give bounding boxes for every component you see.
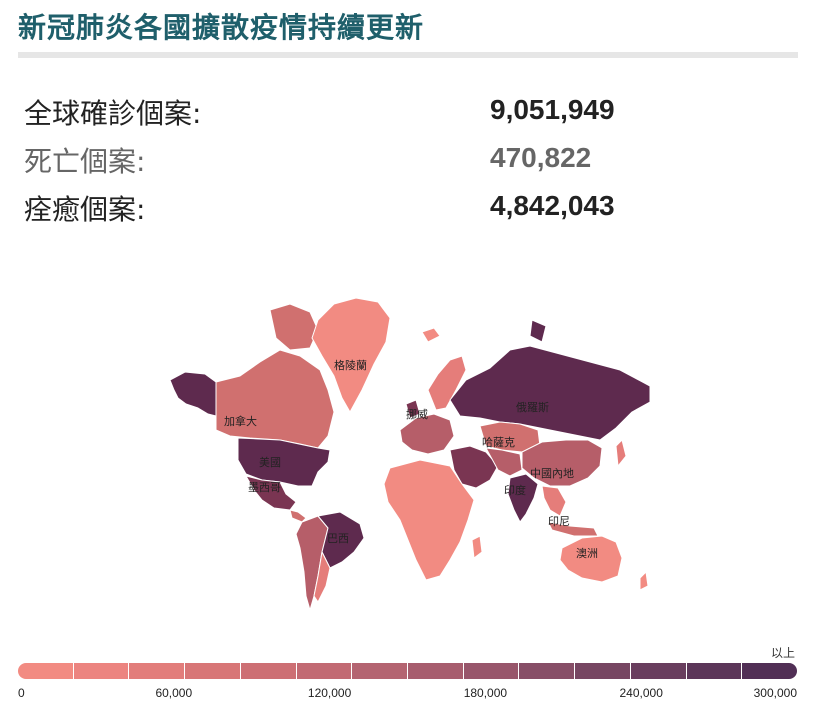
region-southeast-asia[interactable] [541, 485, 567, 517]
legend-tick-label: 60,000 [155, 686, 193, 700]
legend-tick-label: 0 [18, 686, 25, 700]
region-madagascar[interactable] [471, 535, 483, 559]
stat-label-deaths: 死亡個案: [24, 145, 146, 178]
region-iceland[interactable] [421, 327, 441, 343]
region-alaska[interactable] [169, 371, 217, 417]
region-canada[interactable] [215, 349, 335, 449]
region-africa[interactable] [383, 459, 475, 581]
label-china: 中國內地 [530, 467, 574, 480]
stat-row-recovered: 痊癒個案: 4,842,043 [24, 188, 724, 236]
stat-value-confirmed: 9,051,949 [490, 94, 615, 125]
region-mexico[interactable] [245, 475, 297, 511]
legend-segment [129, 663, 186, 679]
legend-tick-label: 300,000 [753, 686, 797, 700]
region-iran[interactable] [485, 447, 523, 477]
label-indonesia: 印尼 [548, 515, 570, 528]
region-greenland[interactable] [311, 297, 391, 413]
legend-segment [686, 663, 743, 679]
label-canada: 加拿大 [224, 414, 257, 428]
legend-color-scale [18, 663, 797, 679]
region-argentina[interactable] [313, 551, 331, 603]
stat-label-confirmed: 全球確診個案: [24, 97, 202, 130]
legend-suffix: 以上 [770, 646, 795, 660]
stat-row-deaths: 死亡個案: 470,822 [24, 140, 724, 188]
stat-label-recovered: 痊癒個案: [24, 193, 146, 226]
label-greenland: 格陵蘭 [334, 358, 367, 372]
legend-segment [408, 663, 464, 679]
label-mexico: 墨西哥 [248, 481, 281, 494]
page-title: 新冠肺炎各國擴散疫情持續更新 [18, 11, 425, 44]
world-map-svg[interactable]: 格陵蘭 俄羅斯 挪威 哈薩克 加拿大 美國 墨西哥 中國內地 印度 印尼 巴西 … [150, 290, 660, 620]
legend-ticks: 0 60,000 120,000 180,000 240,000 300,000 [18, 686, 797, 706]
legend-segment [519, 663, 576, 679]
region-arctic-islands[interactable] [269, 303, 319, 351]
region-japan[interactable] [615, 439, 627, 467]
label-india: 印度 [504, 483, 526, 497]
region-brazil[interactable] [317, 511, 365, 569]
label-kazakhstan: 哈薩克 [482, 436, 515, 449]
stat-value-deaths: 470,822 [490, 142, 592, 173]
stat-value-recovered: 4,842,043 [490, 190, 615, 221]
region-india[interactable] [507, 473, 539, 523]
region-scandinavia[interactable] [427, 355, 467, 411]
label-norway: 挪威 [406, 407, 428, 421]
region-new-zealand[interactable] [639, 571, 649, 591]
legend-segment [185, 663, 241, 679]
region-usa[interactable] [237, 437, 331, 487]
legend-segment [742, 663, 797, 679]
label-russia: 俄羅斯 [516, 401, 549, 414]
legend-segment [463, 663, 520, 679]
legend-tick-label: 180,000 [463, 686, 508, 700]
legend-segment [575, 663, 631, 679]
region-central-america[interactable] [289, 509, 307, 523]
legend-segment [630, 663, 687, 679]
region-far-east-russia[interactable] [529, 319, 547, 343]
stats-panel: 全球確診個案: 9,051,949 死亡個案: 470,822 痊癒個案: 4,… [24, 92, 724, 236]
legend-tick-label: 120,000 [307, 686, 352, 700]
legend-segment [296, 663, 353, 679]
world-map[interactable]: 格陵蘭 俄羅斯 挪威 哈薩克 加拿大 美國 墨西哥 中國內地 印度 印尼 巴西 … [150, 290, 660, 620]
region-middle-east[interactable] [449, 445, 499, 489]
label-australia: 澳洲 [576, 547, 598, 560]
label-usa: 美國 [259, 456, 281, 469]
stat-row-confirmed: 全球確診個案: 9,051,949 [24, 92, 724, 140]
legend-segment [73, 663, 130, 679]
legend-segment [18, 663, 74, 679]
region-china[interactable] [521, 439, 603, 487]
legend-tick-label: 240,000 [619, 686, 663, 700]
title-divider [18, 52, 798, 58]
region-australia[interactable] [559, 535, 623, 583]
region-western-europe[interactable] [399, 413, 455, 455]
legend-segment [240, 663, 297, 679]
region-uk[interactable] [405, 399, 421, 419]
legend-segment [352, 663, 409, 679]
label-brazil: 巴西 [327, 532, 349, 545]
